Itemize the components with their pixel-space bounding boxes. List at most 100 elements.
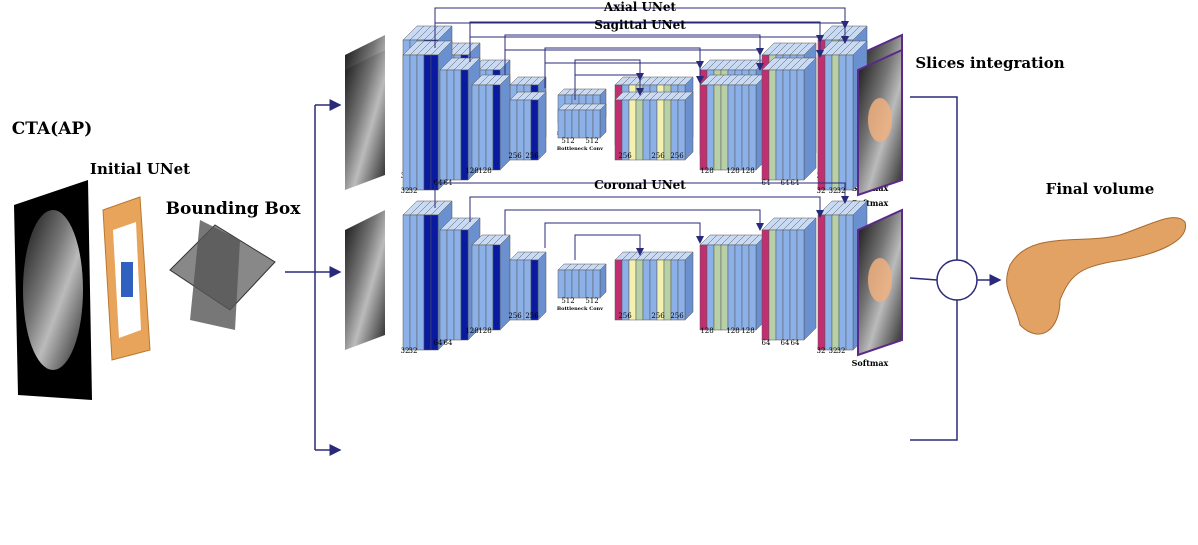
slab-front	[790, 230, 797, 340]
slab-front	[510, 100, 517, 160]
channel-label: 128	[700, 167, 713, 175]
slab-front	[728, 245, 735, 330]
channel-label: 256	[651, 152, 665, 160]
slab-front	[565, 110, 572, 138]
slab-front	[558, 110, 565, 138]
slab-front	[650, 100, 657, 160]
slab-side	[600, 104, 606, 138]
diagram: CTA(AP) Initial UNet Bounding Box Slices…	[0, 0, 1198, 545]
channel-label: 256	[508, 152, 522, 160]
slice-image	[345, 210, 385, 350]
channel-label: 512	[585, 297, 598, 305]
channel-label: 32	[817, 187, 826, 195]
slab-front	[643, 100, 650, 160]
channel-label: 128	[726, 167, 739, 175]
slab-front	[839, 215, 846, 350]
slab-side	[685, 252, 693, 320]
slab-front	[825, 55, 832, 190]
unet-title: Coronal UNet	[594, 178, 686, 192]
slab-front	[749, 85, 756, 170]
slab-front	[776, 70, 783, 180]
channel-label: 64	[444, 339, 453, 347]
slab-front	[776, 230, 783, 340]
channel-label: 128	[741, 167, 754, 175]
channel-label: 256	[651, 312, 665, 320]
slab-front	[678, 100, 685, 160]
slab-front	[707, 245, 714, 330]
channel-label: 64	[762, 339, 771, 347]
slab-front	[524, 100, 531, 160]
bottleneck-label: Bottleneck Conv	[557, 146, 604, 152]
slab-front	[707, 85, 714, 170]
slab-front	[493, 85, 500, 170]
slab-front	[671, 260, 678, 320]
unet-title: Axial UNet	[603, 0, 677, 14]
slab-front	[839, 55, 846, 190]
channel-label: 256	[618, 312, 632, 320]
slab-front	[783, 230, 790, 340]
slab-front	[493, 245, 500, 330]
input-label: CTA(AP)	[12, 119, 93, 139]
slab-front	[650, 260, 657, 320]
slab-front	[586, 110, 593, 138]
slab-front	[846, 215, 853, 350]
slab-front	[832, 55, 839, 190]
slab-front	[700, 85, 707, 170]
slab-side	[804, 218, 816, 340]
final-volume	[1007, 218, 1186, 335]
slab-front	[657, 260, 664, 320]
slab-front	[579, 110, 586, 138]
channel-label: 256	[670, 152, 684, 160]
slab-front	[735, 85, 742, 170]
slab-front	[622, 260, 629, 320]
slab-front	[461, 230, 468, 340]
slab-front	[818, 55, 825, 190]
slab-front	[825, 215, 832, 350]
slab-front	[742, 85, 749, 170]
slab-front	[565, 270, 572, 298]
channel-label: 256	[508, 312, 522, 320]
slab-front	[636, 260, 643, 320]
channel-label: 128	[478, 167, 491, 175]
slab-front	[671, 100, 678, 160]
slab-front	[424, 215, 431, 350]
slab-front	[714, 85, 721, 170]
slab-front	[700, 245, 707, 330]
slab-front	[461, 70, 468, 180]
slab-front	[447, 230, 454, 340]
slab-front	[714, 245, 721, 330]
channel-label: 128	[465, 167, 478, 175]
slab-front	[735, 245, 742, 330]
slab-front	[572, 270, 579, 298]
slab-front	[531, 260, 538, 320]
channel-label: 256	[525, 152, 539, 160]
slab-front	[486, 85, 493, 170]
bottleneck-label: Bottleneck Conv	[557, 306, 604, 312]
slab-front	[636, 100, 643, 160]
slab-front	[769, 70, 776, 180]
channel-label: 256	[618, 152, 632, 160]
slab-front	[454, 230, 461, 340]
slab-front	[586, 270, 593, 298]
slab-front	[403, 215, 410, 350]
bounding-box-label: Bounding Box	[166, 199, 302, 219]
channel-label: 256	[670, 312, 684, 320]
channel-label: 64	[434, 339, 443, 347]
slab-front	[424, 55, 431, 190]
channel-label: 32	[409, 187, 418, 195]
segmentation	[868, 258, 892, 302]
slab-front	[797, 230, 804, 340]
slab-front	[762, 70, 769, 180]
integration-label: Slices integration	[915, 54, 1064, 72]
slab-front	[531, 100, 538, 160]
slab-front	[664, 260, 671, 320]
slab-front	[417, 215, 424, 350]
integration-node	[937, 260, 977, 300]
slab-front	[593, 270, 600, 298]
slab-front	[721, 245, 728, 330]
slab-front	[479, 85, 486, 170]
slab-side	[685, 92, 693, 160]
slab-side	[538, 252, 546, 320]
slab-front	[510, 260, 517, 320]
slab-front	[742, 245, 749, 330]
